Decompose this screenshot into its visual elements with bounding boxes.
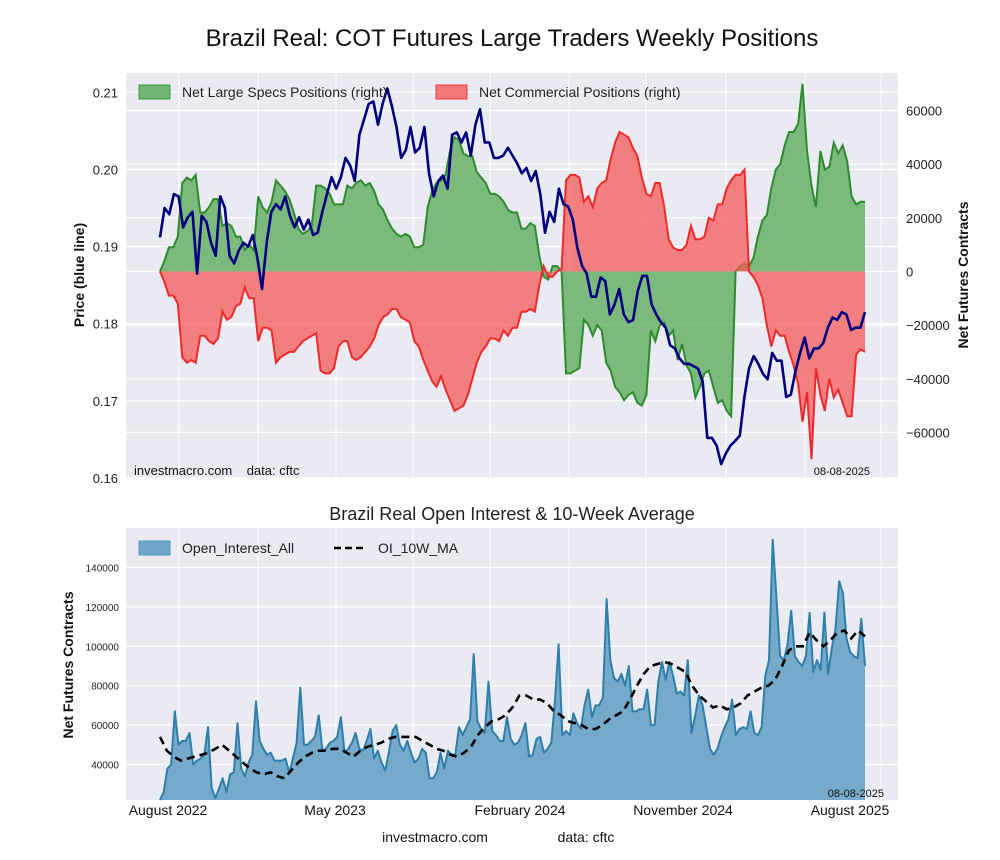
contracts-tick-label: −60000 [906, 425, 950, 440]
oi-axis-ticks: 40000 60000 80000 100000 120000 140000 [86, 563, 120, 771]
contracts-tick-label: −40000 [906, 372, 950, 387]
oi-tick-label: 80000 [91, 682, 119, 693]
oi-ma-group [158, 628, 866, 780]
contracts-tick-label: −20000 [906, 318, 950, 333]
contracts-tick-label: 20000 [906, 211, 942, 226]
x-tick-label: August 2025 [811, 802, 890, 818]
oi-tick-label: 140000 [86, 563, 120, 574]
price-line [158, 87, 867, 466]
legend-label-oi: Open_Interest_All [182, 540, 294, 556]
contracts-axis-ticks: −60000 −40000 −20000 0 20000 40000 60000 [906, 104, 950, 441]
oi-tick-label: 60000 [91, 721, 119, 732]
oi-axis-label: Net Futures Contracts [60, 591, 76, 738]
legend-swatch-oi [138, 540, 171, 556]
top-source-note: investmacro.com data: cftc [134, 463, 300, 478]
price-line-group [158, 87, 867, 466]
price-tick-label: 0.21 [93, 85, 118, 100]
footer-site: investmacro.com [382, 829, 488, 845]
open-interest-line [159, 538, 866, 801]
price-tick-label: 0.16 [93, 471, 118, 486]
net-commercial-area [160, 132, 865, 460]
oi-tick-label: 120000 [86, 603, 120, 614]
oi-area-group [159, 538, 866, 801]
positions-chart: 0.16 0.17 0.18 0.19 0.20 0.21 −60000 −40000 −20… [71, 73, 971, 486]
x-axis-ticks: August 2022 May 2023 February 2024 November… [129, 802, 890, 818]
bottom-date-note: 08-08-2025 [828, 788, 884, 800]
contracts-tick-label: 60000 [906, 104, 942, 119]
price-axis-ticks: 0.16 0.17 0.18 0.19 0.20 0.21 [93, 85, 118, 486]
oi-legend: Open_Interest_All OI_10W_MA [138, 540, 459, 556]
legend-label-ma: OI_10W_MA [378, 540, 459, 556]
footer-source: data: cftc [558, 829, 615, 845]
net-commercial-line [159, 130, 866, 460]
price-tick-label: 0.20 [93, 162, 118, 177]
legend-label-commercial: Net Commercial Positions (right) [479, 84, 681, 100]
price-axis-label: Price (blue line) [71, 223, 87, 327]
price-tick-label: 0.17 [93, 394, 118, 409]
x-tick-label: February 2024 [474, 802, 565, 818]
oi-tick-label: 40000 [91, 761, 119, 772]
legend-label-specs: Net Large Specs Positions (right) [182, 84, 387, 100]
contracts-axis-label: Net Futures Contracts [955, 201, 971, 348]
legend-swatch-specs [138, 84, 171, 100]
oi-tick-label: 100000 [86, 642, 120, 653]
x-tick-label: May 2023 [304, 802, 366, 818]
price-tick-label: 0.18 [93, 317, 118, 332]
x-tick-label: November 2024 [633, 802, 733, 818]
contracts-tick-label: 40000 [906, 157, 942, 172]
oi-chart-title: Brazil Real Open Interest & 10-Week Aver… [329, 504, 695, 524]
main-title: Brazil Real: COT Futures Large Traders W… [206, 25, 819, 52]
oi-10w-ma-line [158, 628, 866, 780]
net-specs-area [160, 83, 865, 417]
open-interest-chart: 40000 60000 80000 100000 120000 140000 August… [60, 528, 898, 818]
positions-legend: Net Large Specs Positions (right) Net Co… [138, 84, 681, 100]
legend-swatch-commercial [435, 84, 468, 100]
positions-areas [159, 83, 866, 460]
open-interest-area [160, 539, 865, 800]
contracts-tick-label: 0 [906, 265, 913, 280]
x-tick-label: August 2022 [129, 802, 208, 818]
price-tick-label: 0.19 [93, 240, 118, 255]
top-date-note: 08-08-2025 [814, 466, 870, 478]
